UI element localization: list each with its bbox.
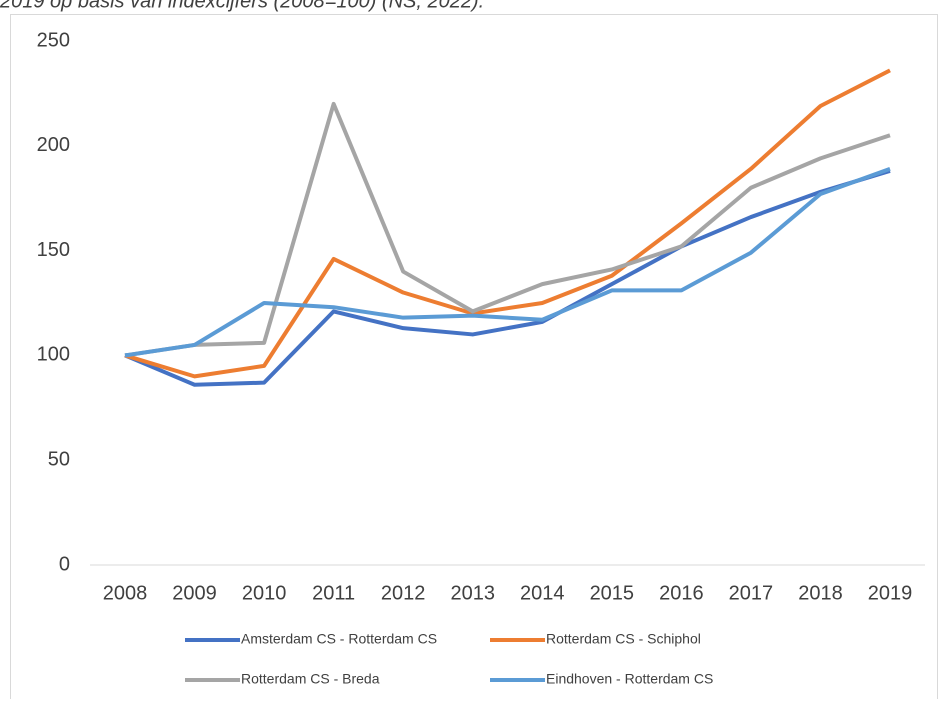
y-tick-label: 200 <box>37 134 70 156</box>
y-tick-label: 50 <box>48 448 70 470</box>
x-tick-label: 2012 <box>381 582 426 604</box>
y-tick-label: 150 <box>37 239 70 261</box>
y-tick-label: 250 <box>37 29 70 51</box>
x-tick-label: 2015 <box>590 582 635 604</box>
caption: 2019 op basis van indexcijfers (2008=100… <box>0 0 484 12</box>
x-tick-label: 2017 <box>729 582 774 604</box>
x-tick-label: 2009 <box>172 582 217 604</box>
x-tick-label: 2016 <box>659 582 704 604</box>
legend-label: Rotterdam CS - Breda <box>241 671 380 687</box>
y-tick-label: 100 <box>37 344 70 366</box>
x-tick-label: 2011 <box>312 582 355 604</box>
legend-label: Amsterdam CS - Rotterdam CS <box>241 631 437 647</box>
chart-frame <box>10 14 938 704</box>
y-tick-label: 0 <box>59 553 70 575</box>
x-tick-label: 2018 <box>798 582 843 604</box>
series-line <box>124 101 891 358</box>
x-tick-label: 2014 <box>520 582 565 604</box>
x-tick-label: 2013 <box>450 582 495 604</box>
x-tick-label: 2019 <box>868 582 913 604</box>
legend-label: Rotterdam CS - Schiphol <box>546 631 701 647</box>
series-line <box>124 166 891 358</box>
series-line <box>124 169 891 387</box>
x-tick-label: 2008 <box>103 582 148 604</box>
series-line <box>124 68 891 379</box>
legend-label: Eindhoven - Rotterdam CS <box>546 671 713 687</box>
x-tick-label: 2010 <box>242 582 287 604</box>
